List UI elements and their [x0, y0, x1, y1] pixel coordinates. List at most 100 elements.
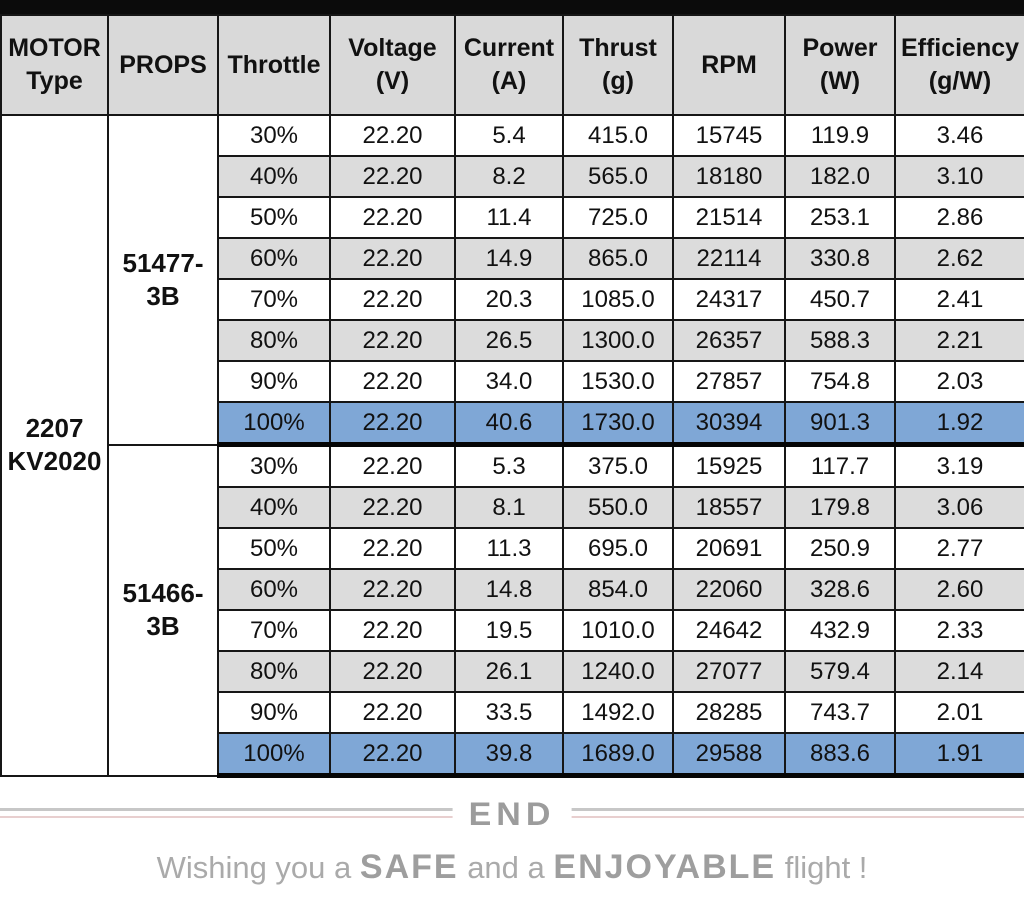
cell-thrust: 565.0: [562, 155, 674, 198]
table-row: 70% 22.20 20.3 1085.0 24317 450.7 2.41: [1, 278, 1024, 321]
cell-thrust: 725.0: [562, 196, 674, 239]
header-line1: Current: [463, 34, 555, 62]
cell-rpm: 18557: [672, 486, 786, 529]
cell-power: 179.8: [784, 486, 896, 529]
cell-thrust: 1530.0: [562, 360, 674, 403]
cell-rpm: 26357: [672, 319, 786, 362]
cell-throttle: 40%: [217, 486, 331, 529]
table-row: 70% 22.20 19.5 1010.0 24642 432.9 2.33: [1, 609, 1024, 652]
table-header-row: MOTOR Type PROPS Throttle Voltage (V) Current (…: [0, 14, 1024, 116]
cell-thrust: 550.0: [562, 486, 674, 529]
cell-thrust: 375.0: [562, 443, 674, 488]
column-header-thrust: Thrust (g): [562, 14, 674, 116]
table-row: 2207 KV2020 51477- 3B 30% 22.20 5.4 415.0 15745 1…: [0, 114, 1024, 777]
header-line2: (g): [602, 67, 634, 95]
cell-power: 754.8: [784, 360, 896, 403]
cell-efficiency: 2.62: [894, 237, 1024, 280]
cell-efficiency: 3.10: [894, 155, 1024, 198]
cell-rpm: 24642: [672, 609, 786, 652]
cell-efficiency: 2.60: [894, 568, 1024, 611]
cell-voltage: 22.20: [329, 732, 456, 778]
end-divider: END: [0, 796, 1024, 834]
motor-type-cell: 2207 KV2020: [0, 114, 109, 777]
cell-thrust: 1085.0: [562, 278, 674, 321]
cell-rpm: 29588: [672, 732, 786, 778]
column-header-current: Current (A): [454, 14, 564, 116]
column-header-throttle: Throttle: [217, 14, 331, 116]
header-line1: Thrust: [579, 34, 657, 62]
cell-rpm: 24317: [672, 278, 786, 321]
message-suffix: flight !: [776, 850, 868, 885]
motor-thrust-table: MOTOR Type PROPS Throttle Voltage (V) Current (…: [0, 14, 1024, 778]
cell-current: 34.0: [454, 360, 564, 403]
props-cell: 51477- 3B: [107, 114, 219, 446]
header-line2: (W): [819, 67, 861, 95]
cell-power: 901.3: [784, 401, 896, 447]
cell-rpm: 27857: [672, 360, 786, 403]
cell-voltage: 22.20: [329, 650, 456, 693]
cell-power: 588.3: [784, 319, 896, 362]
cell-current: 8.2: [454, 155, 564, 198]
cell-throttle: 50%: [217, 527, 331, 570]
cell-power: 579.4: [784, 650, 896, 693]
cell-efficiency: 3.46: [894, 114, 1024, 157]
cell-voltage: 22.20: [329, 486, 456, 529]
cell-current: 20.3: [454, 278, 564, 321]
cell-current: 33.5: [454, 691, 564, 734]
table-row: 80% 22.20 26.5 1300.0 26357 588.3 2.21: [1, 319, 1024, 362]
cell-voltage: 22.20: [329, 278, 456, 321]
table-row: 40% 22.20 8.2 565.0 18180 182.0 3.10: [1, 155, 1024, 198]
column-header-power: Power (W): [784, 14, 896, 116]
cell-voltage: 22.20: [329, 443, 456, 488]
cell-throttle: 80%: [217, 319, 331, 362]
cell-rpm: 15745: [672, 114, 786, 157]
cell-voltage: 22.20: [329, 319, 456, 362]
table-row: 60% 22.20 14.8 854.0 22060 328.6 2.60: [1, 568, 1024, 611]
cell-voltage: 22.20: [329, 609, 456, 652]
cell-thrust: 854.0: [562, 568, 674, 611]
cell-voltage: 22.20: [329, 691, 456, 734]
cell-power: 883.6: [784, 732, 896, 778]
cell-efficiency: 2.41: [894, 278, 1024, 321]
message-prefix: Wishing you a: [156, 850, 360, 885]
cell-current: 26.1: [454, 650, 564, 693]
top-black-bar: [0, 0, 1024, 14]
column-header-rpm: RPM: [672, 14, 786, 116]
cell-voltage: 22.20: [329, 237, 456, 280]
header-line1: Power: [802, 34, 878, 62]
cell-throttle: 30%: [217, 443, 331, 488]
cell-rpm: 22114: [672, 237, 786, 280]
motor-kv: KV2020: [7, 446, 102, 477]
cell-rpm: 30394: [672, 401, 786, 447]
cell-current: 14.9: [454, 237, 564, 280]
cell-power: 117.7: [784, 443, 896, 488]
cell-current: 14.8: [454, 568, 564, 611]
message-middle: and a: [458, 850, 554, 885]
props-name-line1: 51477-: [122, 247, 204, 278]
cell-current: 39.8: [454, 732, 564, 778]
cell-power: 743.7: [784, 691, 896, 734]
cell-throttle: 70%: [217, 609, 331, 652]
cell-thrust: 1240.0: [562, 650, 674, 693]
table-row: 60% 22.20 14.9 865.0 22114 330.8 2.62: [1, 237, 1024, 280]
header-line1: MOTOR: [8, 34, 101, 62]
header-line1: PROPS: [119, 50, 207, 79]
cell-rpm: 28285: [672, 691, 786, 734]
cell-rpm: 18180: [672, 155, 786, 198]
table-row: 80% 22.20 26.1 1240.0 27077 579.4 2.14: [1, 650, 1024, 693]
column-header-props: PROPS: [107, 14, 219, 116]
table-row: 100% 22.20 39.8 1689.0 29588 883.6 1.91: [1, 732, 1024, 778]
cell-throttle: 70%: [217, 278, 331, 321]
header-line1: RPM: [701, 50, 757, 79]
cell-rpm: 15925: [672, 443, 786, 488]
end-label: END: [452, 796, 572, 834]
cell-throttle: 40%: [217, 155, 331, 198]
cell-current: 19.5: [454, 609, 564, 652]
cell-thrust: 1730.0: [562, 401, 674, 447]
cell-voltage: 22.20: [329, 568, 456, 611]
cell-rpm: 20691: [672, 527, 786, 570]
cell-rpm: 27077: [672, 650, 786, 693]
cell-throttle: 100%: [217, 732, 331, 778]
cell-thrust: 865.0: [562, 237, 674, 280]
